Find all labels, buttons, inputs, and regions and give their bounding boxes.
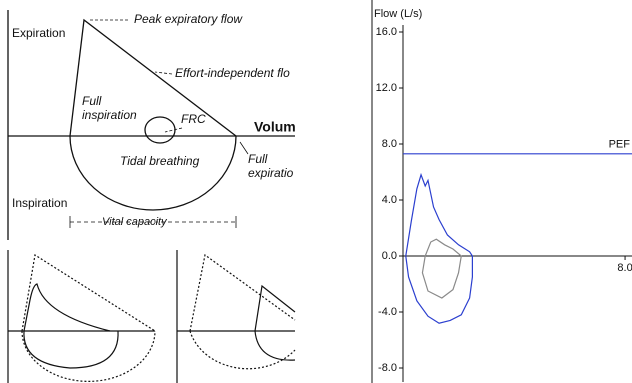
label: Effort-independent flo [175, 66, 290, 80]
y-tick-label: 16.0 [376, 26, 397, 38]
label: Tidal breathing [120, 154, 200, 168]
y-tick-label: 4.0 [382, 194, 397, 206]
label: FRC [181, 112, 206, 126]
y-tick-label: 8.0 [382, 138, 397, 150]
label: Inspiration [12, 196, 67, 210]
tidal-loop [144, 116, 176, 144]
pointer [164, 127, 183, 133]
pointer [154, 71, 173, 75]
small-diagrams [7, 250, 296, 383]
label: Peak expiratory flow [134, 12, 243, 26]
y-tick-label: 0.0 [382, 250, 397, 262]
reference-label: PEF [609, 139, 631, 151]
loop-expiration [69, 18, 237, 137]
label: Full [248, 152, 268, 166]
pointer [239, 141, 249, 155]
y-tick-label: 12.0 [376, 82, 397, 94]
label: Expiration [12, 26, 65, 40]
flow-chart: 16.0 12.0 8.0 4.0 0.0 -4.0 -8.0 8.0 PEF [376, 25, 632, 382]
label: Vital capacity [102, 216, 168, 228]
flow-volume-diagram [7, 10, 295, 240]
label: inspiration [82, 108, 137, 122]
label: Full [82, 94, 102, 108]
y-tick-label: -4.0 [378, 306, 397, 318]
y-axis-label: Flow (L/s) [374, 8, 422, 20]
flow-loop [421, 238, 462, 299]
y-tick-label: -8.0 [378, 362, 397, 374]
loop-inspiration [69, 135, 237, 211]
flow-loop [405, 172, 473, 324]
x-tick-label: 8.0 [617, 262, 632, 274]
label: Volum [254, 119, 296, 135]
label: expiratio [248, 166, 294, 180]
